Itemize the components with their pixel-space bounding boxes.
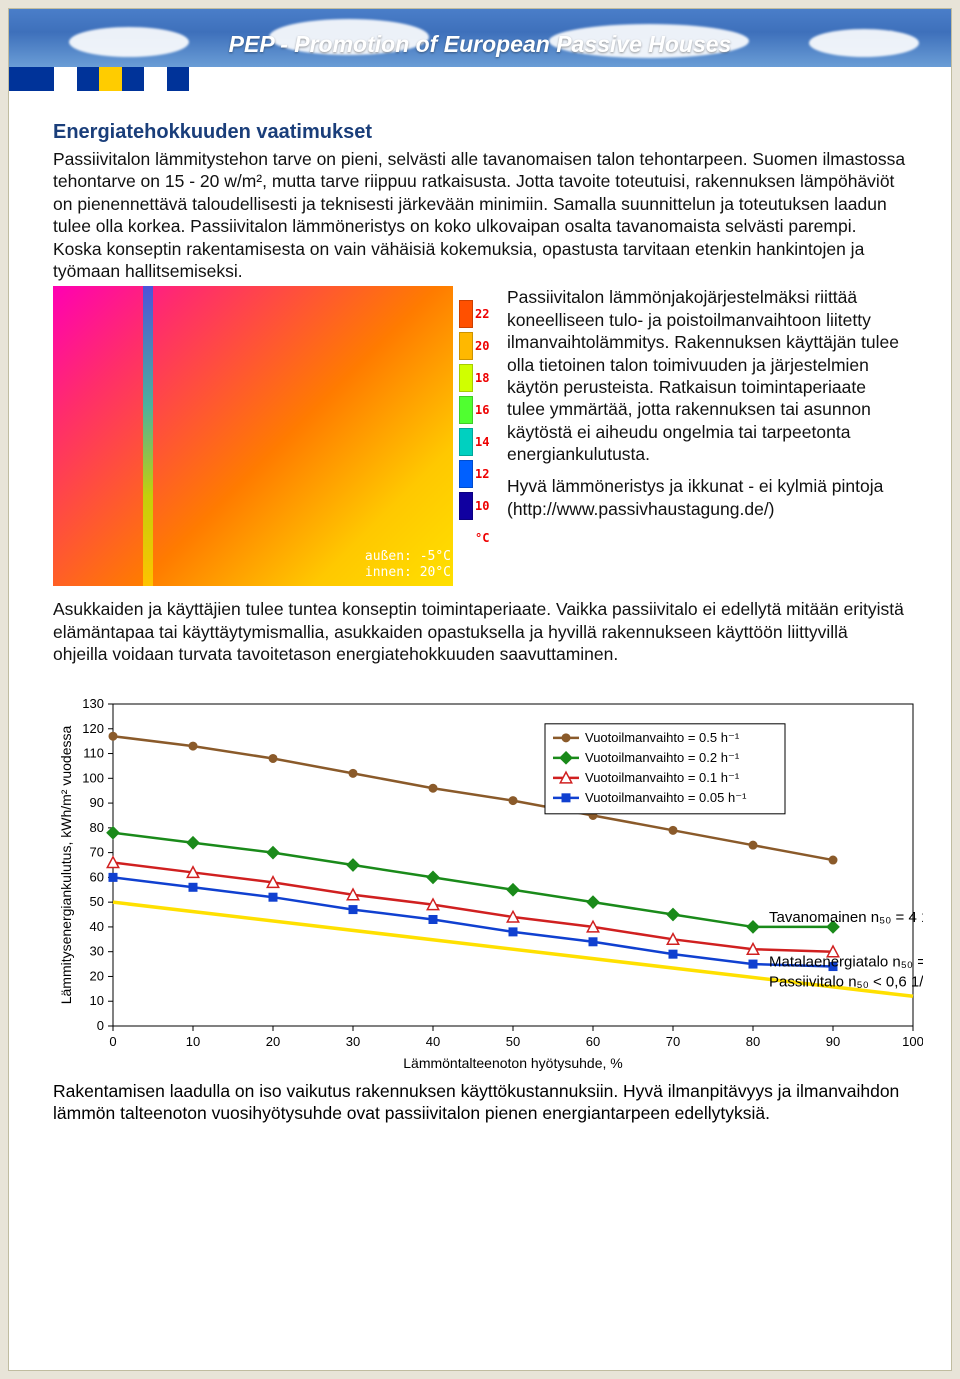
svg-text:30: 30 <box>346 1034 360 1049</box>
svg-text:Vuotoilmanvaihto = 0.5 h⁻¹: Vuotoilmanvaihto = 0.5 h⁻¹ <box>585 729 740 744</box>
svg-text:90: 90 <box>826 1034 840 1049</box>
chart-svg: 0 10 20 30 40 50 60 70 80 90 100 110 120 130 0 10 20 30 40… <box>53 694 923 1074</box>
svg-text:Vuotoilmanvaihto = 0.2 h⁻¹: Vuotoilmanvaihto = 0.2 h⁻¹ <box>585 749 740 764</box>
line-chart: 0 10 20 30 40 50 60 70 80 90 100 110 120 130 0 10 20 30 40… <box>53 694 907 1074</box>
svg-text:0: 0 <box>97 1018 104 1033</box>
svg-text:Matalaenergiatalo n₅₀ = 1 1/h: Matalaenergiatalo n₅₀ = 1 1/h <box>769 953 923 970</box>
svg-text:Vuotoilmanvaihto = 0.05 h⁻¹: Vuotoilmanvaihto = 0.05 h⁻¹ <box>585 789 747 804</box>
thermal-labels: außen: -5°C innen: 20°C <box>365 549 451 580</box>
side-paragraph-2: Hyvä lämmöneristys ja ikkunat - ei kylmi… <box>507 475 907 520</box>
svg-text:20: 20 <box>266 1034 280 1049</box>
paragraph-2: Asukkaiden ja käyttäjien tulee tuntea ko… <box>53 598 907 665</box>
svg-text:110: 110 <box>83 745 104 760</box>
header-title: PEP - Promotion of European Passive Hous… <box>9 31 951 58</box>
svg-text:100: 100 <box>902 1034 923 1049</box>
svg-text:Vuotoilmanvaihto = 0.1 h⁻¹: Vuotoilmanvaihto = 0.1 h⁻¹ <box>585 769 740 784</box>
svg-text:40: 40 <box>90 918 104 933</box>
page: PEP - Promotion of European Passive Hous… <box>8 8 952 1371</box>
side-text: Passiivitalon lämmönjakojärjestelmäksi r… <box>507 286 907 586</box>
svg-text:0: 0 <box>109 1034 116 1049</box>
thermal-label-in: innen: 20°C <box>365 565 451 581</box>
svg-text:50: 50 <box>90 894 104 909</box>
svg-text:70: 70 <box>90 844 104 859</box>
svg-text:Tavanomainen n₅₀ = 4 1/h: Tavanomainen n₅₀ = 4 1/h <box>769 908 923 925</box>
svg-text:60: 60 <box>90 869 104 884</box>
svg-text:10: 10 <box>186 1034 200 1049</box>
header: PEP - Promotion of European Passive Hous… <box>9 9 951 101</box>
section-title: Energiatehokkuuden vaatimukset <box>53 121 907 144</box>
svg-text:100: 100 <box>82 770 104 785</box>
svg-text:130: 130 <box>82 696 104 711</box>
thermal-scale: °C10121416182022 <box>459 298 493 554</box>
side-paragraph-1: Passiivitalon lämmönjakojärjestelmäksi r… <box>507 286 907 465</box>
thermo-row: °C10121416182022 außen: -5°C innen: 20°C… <box>53 286 907 586</box>
svg-text:20: 20 <box>90 968 104 983</box>
svg-text:50: 50 <box>506 1034 520 1049</box>
svg-text:60: 60 <box>586 1034 600 1049</box>
content: Energiatehokkuuden vaatimukset Passiivit… <box>9 101 951 1154</box>
eu-flag-stripes <box>9 67 189 91</box>
chart-caption: Rakentamisen laadulla on iso vaikutus ra… <box>53 1080 907 1125</box>
svg-text:70: 70 <box>666 1034 680 1049</box>
svg-text:Lämmitysenergiankulutus, kWh/m: Lämmitysenergiankulutus, kWh/m² vuodessa <box>58 725 74 1004</box>
intro-paragraph: Passiivitalon lämmitystehon tarve on pie… <box>53 148 907 282</box>
thermal-label-out: außen: -5°C <box>365 549 451 565</box>
svg-text:Lämmöntalteenoton hyötysuhde,: Lämmöntalteenoton hyötysuhde, % <box>403 1055 622 1071</box>
svg-text:30: 30 <box>90 943 104 958</box>
svg-text:40: 40 <box>426 1034 440 1049</box>
svg-text:Passiivitalo n₅₀ < 0,6 1/h: Passiivitalo n₅₀ < 0,6 1/h <box>769 973 923 990</box>
svg-text:80: 80 <box>746 1034 760 1049</box>
svg-text:90: 90 <box>90 795 104 810</box>
thermal-image: °C10121416182022 außen: -5°C innen: 20°C <box>53 286 493 586</box>
svg-text:80: 80 <box>90 819 104 834</box>
svg-text:120: 120 <box>82 720 104 735</box>
svg-text:10: 10 <box>90 993 104 1008</box>
